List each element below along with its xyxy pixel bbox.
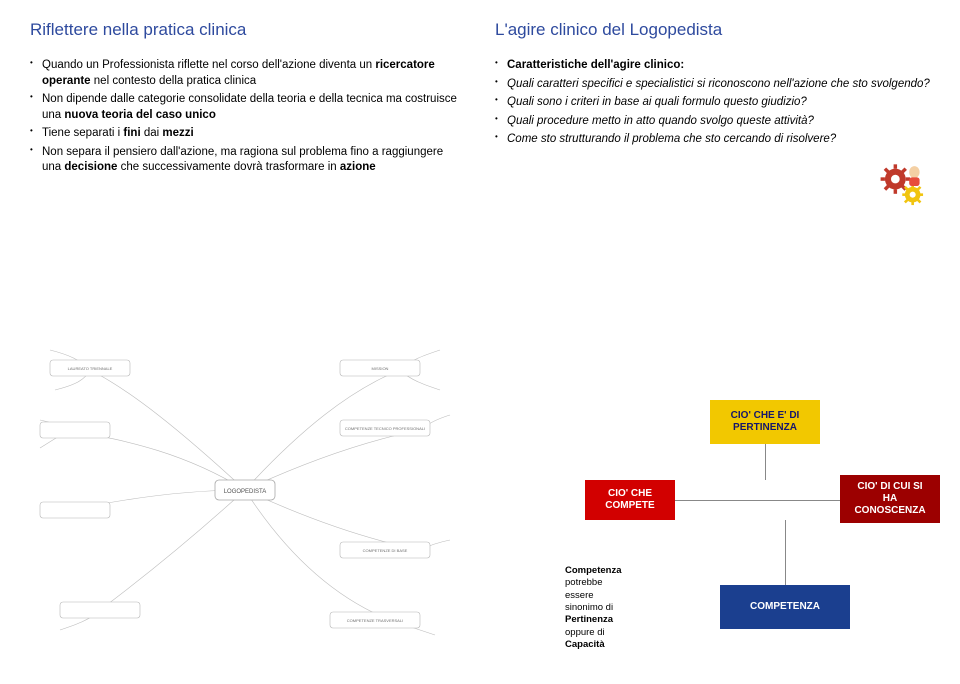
svg-text:MISSION: MISSION xyxy=(372,366,389,371)
mindmap-diagram: LOGOPEDISTA MISSION COMPETENZE TECNICO P… xyxy=(30,330,460,650)
block-competenza: COMPETENZA xyxy=(720,585,850,629)
connector-line xyxy=(785,520,786,585)
left-column: Riflettere nella pratica clinica Quando … xyxy=(30,20,465,179)
right-title: L'agire clinico del Logopedista xyxy=(495,20,930,40)
competenza-note: Competenzapotrebbeesseresinonimo diPerti… xyxy=(565,565,621,651)
block-compete: CIO' CHE COMPETE xyxy=(585,480,675,520)
svg-text:COMPETENZE TECNICO PROFESSIONA: COMPETENZE TECNICO PROFESSIONALI xyxy=(345,426,425,431)
slide-top: Riflettere nella pratica clinica Quando … xyxy=(0,0,960,189)
connector-line xyxy=(725,500,820,501)
left-bullets: Quando un Professionista riflette nel co… xyxy=(30,58,465,176)
svg-text:COMPETENZE DI BASE: COMPETENZE DI BASE xyxy=(363,548,408,553)
svg-text:LAUREATO TRIENNALE: LAUREATO TRIENNALE xyxy=(68,366,113,371)
block-pertinenza: CIO' CHE E' DI PERTINENZA xyxy=(710,400,820,444)
right-bullets: Caratteristiche dell'agire clinico: Quali… xyxy=(495,58,930,148)
left-title: Riflettere nella pratica clinica xyxy=(30,20,465,40)
slide-bottom: LOGOPEDISTA MISSION COMPETENZE TECNICO P… xyxy=(0,330,960,680)
gears-icon xyxy=(878,160,930,212)
block-conoscenza: CIO' DI CUI SI HA CONOSCENZA xyxy=(840,475,940,523)
bullet-item: Caratteristiche dell'agire clinico: xyxy=(495,58,930,74)
bullet-item: Come sto strutturando il problema che st… xyxy=(495,132,930,148)
svg-text:LOGOPEDISTA: LOGOPEDISTA xyxy=(224,489,267,495)
svg-text:COMPETENZE TRASVERSALI: COMPETENZE TRASVERSALI xyxy=(347,618,403,623)
bullet-item: Quali sono i criteri in base ai quali fo… xyxy=(495,95,930,111)
bullet-item: Quali caratteri specifici e specialistic… xyxy=(495,77,930,93)
bullet-item: Quando un Professionista riflette nel co… xyxy=(30,58,465,89)
bullet-item: Non dipende dalle categorie consolidate … xyxy=(30,92,465,123)
right-column: L'agire clinico del Logopedista Caratter… xyxy=(495,20,930,179)
connector-line xyxy=(765,444,766,480)
bullet-item: Non separa il pensiero dall'azione, ma r… xyxy=(30,145,465,176)
bullet-item: Quali procedure metto in atto quando svo… xyxy=(495,114,930,130)
connector-line xyxy=(820,500,840,501)
bullet-item: Tiene separati i fini dai mezzi xyxy=(30,126,465,142)
connector-line xyxy=(675,500,725,501)
